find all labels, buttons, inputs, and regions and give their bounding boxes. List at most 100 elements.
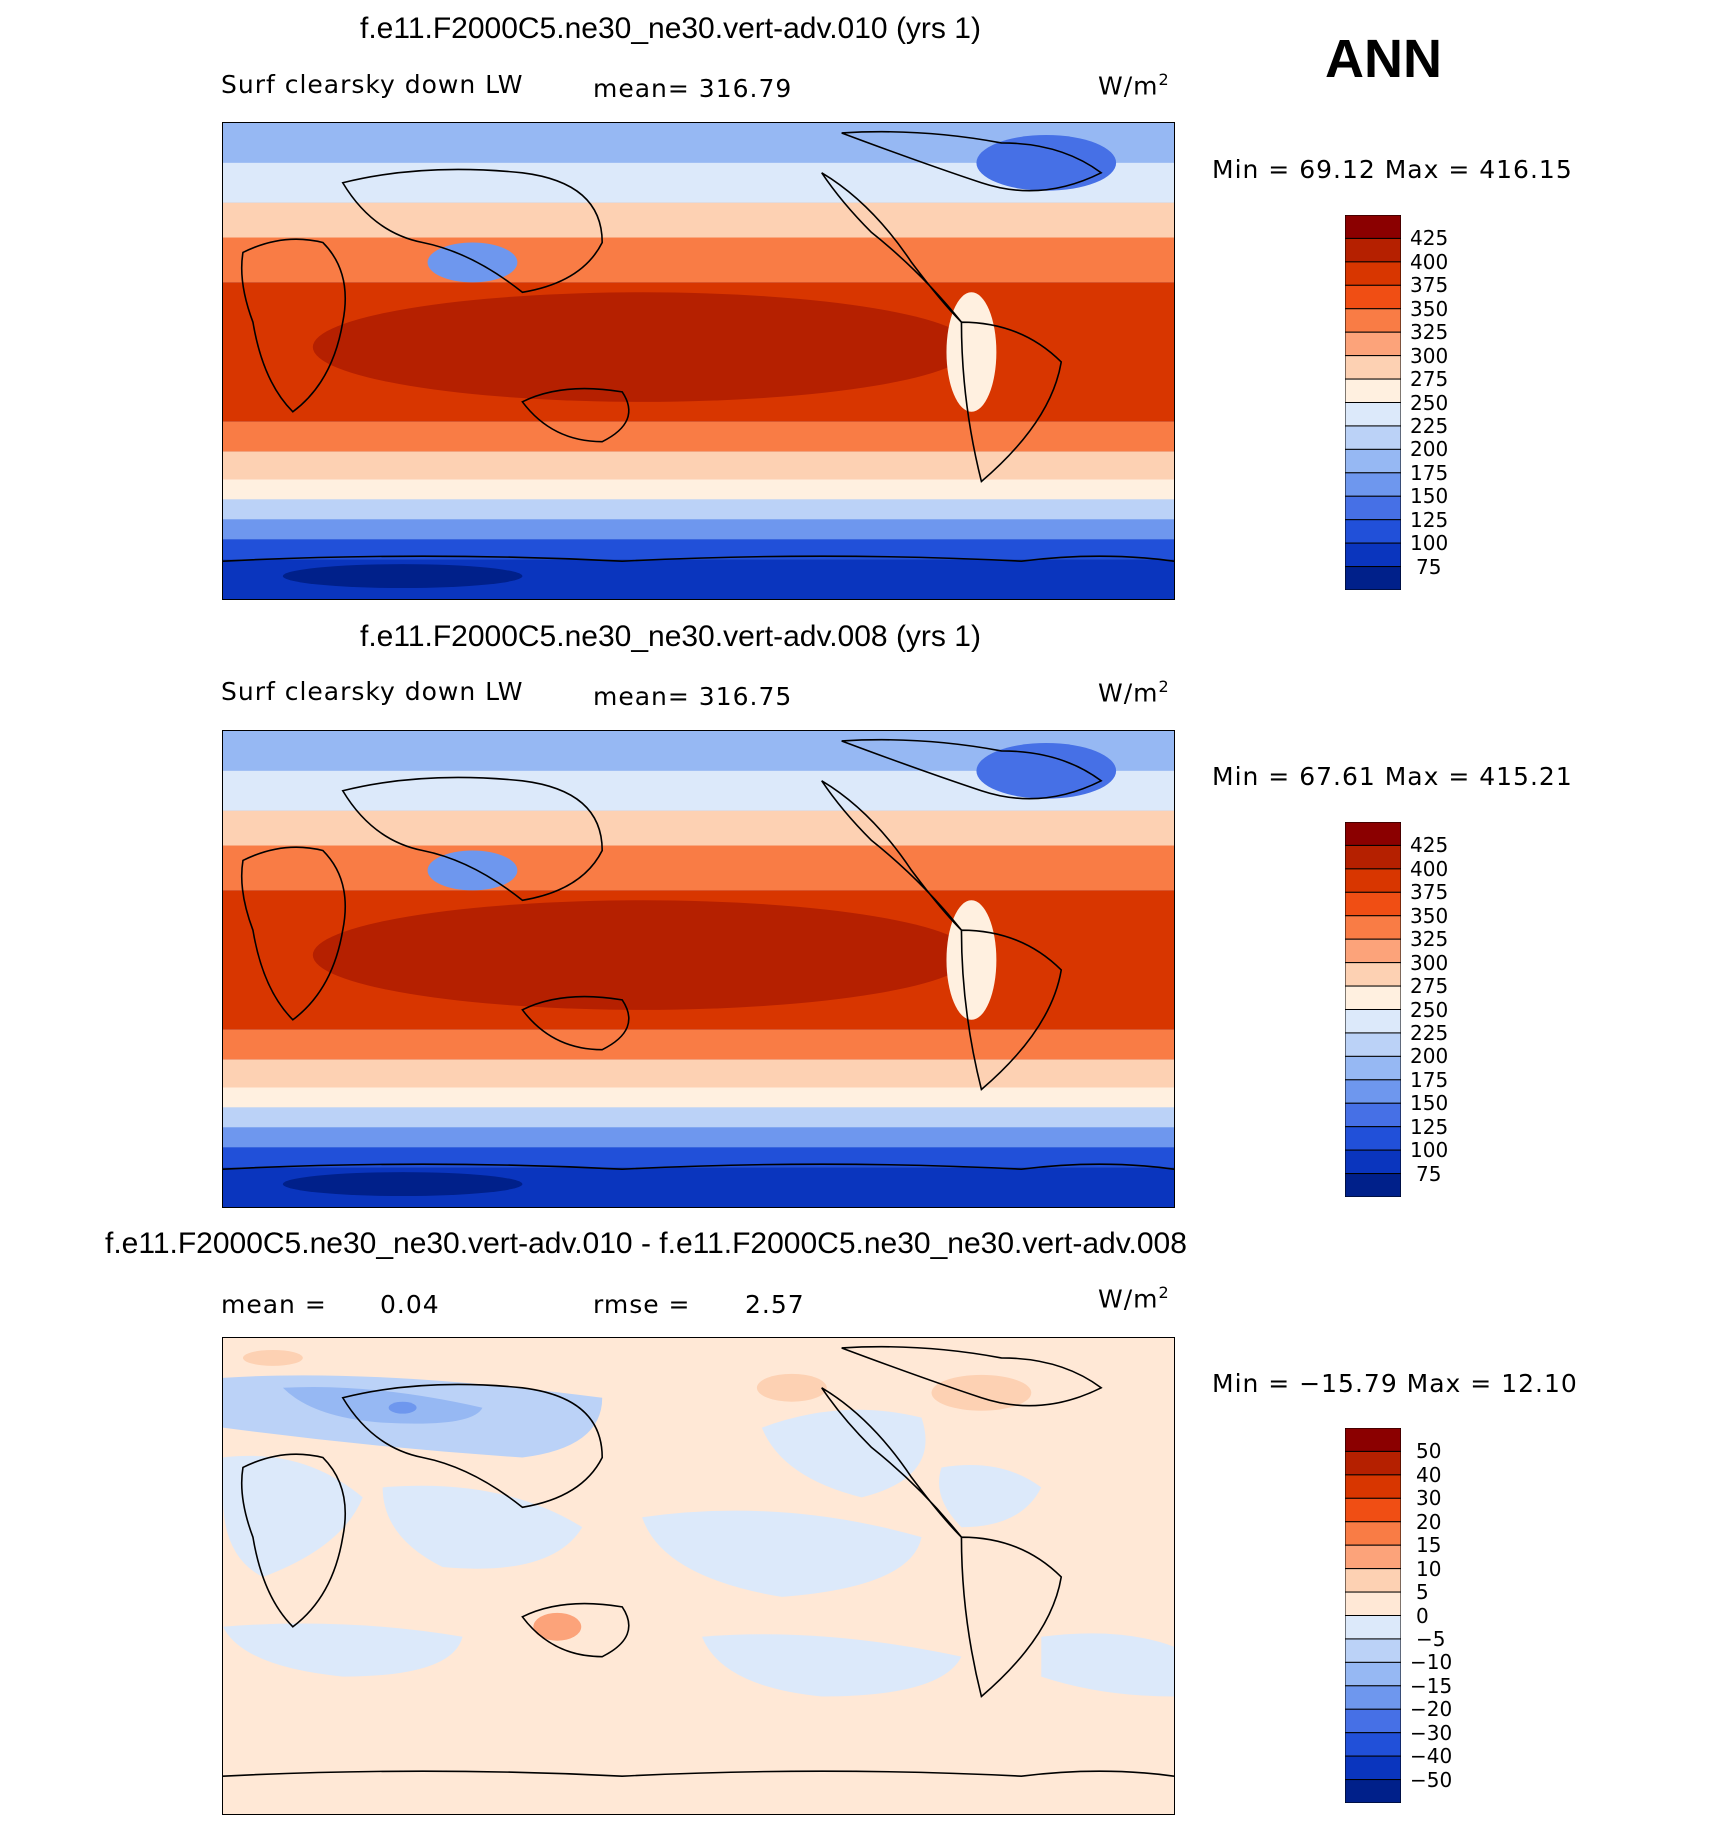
colorbar-tick-label: 20	[1416, 1509, 1442, 1534]
panel-3-rmse-value: 2.57	[745, 1290, 805, 1319]
colorbar-tick-label: 425	[1410, 833, 1449, 858]
colorbar-swatch	[1345, 1126, 1401, 1151]
colorbar-swatch	[1345, 822, 1401, 846]
colorbar-swatch	[1345, 566, 1401, 590]
colorbar-swatch	[1345, 331, 1401, 357]
colorbar-swatch	[1345, 284, 1401, 310]
colorbar-tick-label: 225	[1410, 413, 1449, 438]
colorbar-swatch	[1345, 1149, 1401, 1175]
colorbar-swatch	[1345, 1521, 1401, 1546]
colorbar-swatch	[1345, 962, 1401, 987]
colorbar-tick-label: −30	[1410, 1720, 1453, 1745]
colorbar-tick-label: 50	[1416, 1439, 1442, 1464]
panel-2-variable-label: Surf clearsky down LW	[221, 677, 524, 706]
panel-2-field	[223, 731, 1174, 1207]
colorbar-swatch	[1345, 402, 1401, 427]
panel-3-map	[222, 1337, 1175, 1815]
colorbar-tick-label: 5	[1416, 1580, 1429, 1605]
colorbar-swatch	[1345, 1079, 1401, 1104]
colorbar-tick-label: 275	[1410, 974, 1449, 999]
colorbar-tick-label: 275	[1410, 367, 1449, 392]
colorbar-swatch	[1345, 1685, 1401, 1710]
panel-2-colorbar	[1345, 822, 1401, 1197]
colorbar-tick-label: 175	[1410, 1067, 1449, 1092]
colorbar-tick-label: 150	[1410, 484, 1449, 509]
colorbar-swatch	[1345, 1009, 1401, 1034]
colorbar-swatch	[1345, 1779, 1401, 1803]
colorbar-swatch	[1345, 1661, 1401, 1687]
colorbar-swatch	[1345, 868, 1401, 893]
colorbar-tick-label: 75	[1416, 1161, 1442, 1186]
colorbar-swatch	[1345, 495, 1401, 521]
colorbar-swatch	[1345, 915, 1401, 940]
colorbar-tick-label: 350	[1410, 296, 1449, 321]
colorbar-tick-label: 15	[1416, 1533, 1442, 1558]
colorbar-swatch	[1345, 1055, 1401, 1081]
panel-1-units: W/m2	[1098, 70, 1170, 101]
colorbar-swatch	[1345, 1568, 1401, 1593]
panel-1-mean-label: mean= 316.79	[593, 74, 793, 103]
colorbar-tick-label: 300	[1410, 343, 1449, 368]
colorbar-tick-label: 75	[1416, 554, 1442, 579]
panel-3-units: W/m2	[1098, 1283, 1170, 1314]
colorbar-swatch	[1345, 519, 1401, 544]
colorbar-swatch	[1345, 1638, 1401, 1663]
panel-1-map	[222, 122, 1175, 600]
colorbar-swatch	[1345, 308, 1401, 333]
colorbar-tick-label: −10	[1410, 1650, 1453, 1675]
panel-1-colorbar	[1345, 215, 1401, 590]
colorbar-swatch	[1345, 542, 1401, 568]
colorbar-tick-label: 325	[1410, 320, 1449, 345]
colorbar-tick-label: 100	[1410, 1138, 1449, 1163]
colorbar-swatch	[1345, 378, 1401, 403]
colorbar-swatch	[1345, 844, 1401, 870]
colorbar-tick-label: 150	[1410, 1091, 1449, 1116]
colorbar-swatch	[1345, 1450, 1401, 1476]
colorbar-swatch	[1345, 1708, 1401, 1734]
colorbar-tick-label: 400	[1410, 856, 1449, 881]
colorbar-tick-label: −20	[1410, 1697, 1453, 1722]
colorbar-swatch	[1345, 425, 1401, 450]
colorbar-swatch	[1345, 1755, 1401, 1781]
colorbar-swatch	[1345, 261, 1401, 286]
colorbar-tick-label: 375	[1410, 273, 1449, 298]
colorbar-tick-label: 225	[1410, 1020, 1449, 1045]
panel-3-mean-value: 0.04	[380, 1290, 440, 1319]
colorbar-tick-label: 250	[1410, 997, 1449, 1022]
panel-3-field	[223, 1338, 1174, 1814]
colorbar-tick-label: 350	[1410, 903, 1449, 928]
colorbar-tick-label: 200	[1410, 437, 1449, 462]
panel-1-minmax: Min = 69.12 Max = 416.15	[1212, 155, 1573, 184]
colorbar-tick-label: −40	[1410, 1744, 1453, 1769]
season-label: ANN	[1325, 29, 1442, 89]
colorbar-tick-label: −15	[1410, 1673, 1453, 1698]
colorbar-swatch	[1345, 891, 1401, 917]
colorbar-tick-label: 30	[1416, 1486, 1442, 1511]
panel-3-mean-label: mean =	[221, 1290, 327, 1319]
panel-2-minmax: Min = 67.61 Max = 415.21	[1212, 762, 1573, 791]
colorbar-swatch	[1345, 1173, 1401, 1197]
colorbar-tick-label: 425	[1410, 226, 1449, 251]
colorbar-tick-label: 125	[1410, 507, 1449, 532]
colorbar-tick-label: 300	[1410, 950, 1449, 975]
panel-1-field	[223, 123, 1174, 599]
colorbar-tick-label: 40	[1416, 1462, 1442, 1487]
panel-3-colorbar	[1345, 1428, 1401, 1803]
panel-1-title: f.e11.F2000C5.ne30_ne30.vert-adv.010 (yr…	[360, 12, 981, 45]
colorbar-swatch	[1345, 1032, 1401, 1057]
panel-2-mean-label: mean= 316.75	[593, 682, 793, 711]
colorbar-swatch	[1345, 985, 1401, 1010]
panel-2-title: f.e11.F2000C5.ne30_ne30.vert-adv.008 (yr…	[360, 620, 981, 653]
colorbar-swatch	[1345, 1497, 1401, 1523]
colorbar-swatch	[1345, 472, 1401, 497]
panel-2-units: W/m2	[1098, 677, 1170, 708]
panel-1-variable-label: Surf clearsky down LW	[221, 70, 524, 99]
colorbar-tick-label: −50	[1410, 1767, 1453, 1792]
colorbar-swatch	[1345, 1615, 1401, 1640]
colorbar-swatch	[1345, 1544, 1401, 1570]
colorbar-swatch	[1345, 237, 1401, 263]
colorbar-tick-label: 200	[1410, 1044, 1449, 1069]
colorbar-tick-label: 400	[1410, 249, 1449, 274]
panel-3-minmax: Min = −15.79 Max = 12.10	[1212, 1369, 1578, 1398]
colorbar-tick-label: 10	[1416, 1556, 1442, 1581]
